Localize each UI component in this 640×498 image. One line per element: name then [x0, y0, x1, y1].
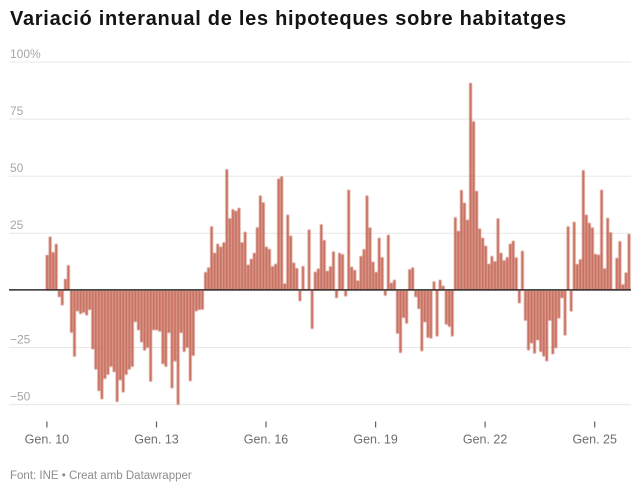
svg-text:Gen. 13: Gen. 13 — [134, 433, 179, 447]
svg-text:−50: −50 — [10, 389, 31, 403]
svg-text:−25: −25 — [10, 332, 31, 346]
svg-text:Gen. 10: Gen. 10 — [25, 433, 70, 447]
svg-text:Gen. 19: Gen. 19 — [353, 433, 398, 447]
svg-text:25: 25 — [10, 218, 24, 232]
svg-text:100%: 100% — [10, 47, 41, 61]
svg-text:Gen. 16: Gen. 16 — [244, 433, 289, 447]
svg-text:Gen. 25: Gen. 25 — [572, 433, 617, 447]
svg-text:Gen. 22: Gen. 22 — [463, 433, 508, 447]
svg-text:50: 50 — [10, 161, 24, 175]
svg-text:75: 75 — [10, 104, 24, 118]
